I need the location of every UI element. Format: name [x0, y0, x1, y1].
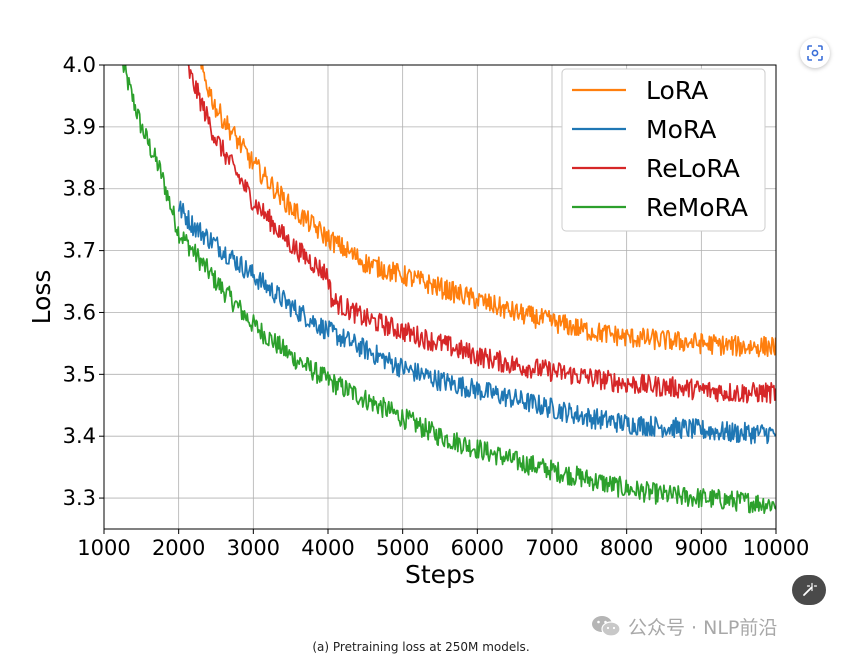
x-tick-label: 5000 — [376, 536, 429, 560]
legend: LoRA MoRA ReLoRA ReMoRA — [561, 68, 766, 232]
y-tick-label: 4.0 — [63, 53, 96, 77]
y-tick-label: 3.5 — [63, 362, 96, 386]
y-tick-label: 3.3 — [63, 486, 96, 510]
x-tick-label: 4000 — [301, 536, 354, 560]
plot-frame — [103, 64, 777, 530]
x-tick-label: 2000 — [152, 536, 205, 560]
series-line-remora — [122, 65, 776, 515]
tick-layer: 1000 2000 3000 4000 5000 6000 7000 8000 9000 1000… — [63, 53, 810, 560]
legend-label-lora: LoRA — [646, 76, 708, 105]
x-axis-label: Steps — [405, 560, 475, 589]
x-tick-label: 3000 — [227, 536, 280, 560]
series-line-lora — [200, 65, 776, 358]
y-tick-label: 3.9 — [63, 115, 96, 139]
magic-wand-icon — [803, 582, 817, 596]
x-tick-label: 6000 — [451, 536, 504, 560]
wechat-icon — [592, 616, 621, 637]
x-tick-label: 7000 — [525, 536, 578, 560]
watermark: 公众号 · NLP前沿 — [590, 612, 777, 640]
magic-edit-button[interactable] — [792, 575, 826, 605]
legend-label-relora: ReLoRA — [646, 154, 740, 183]
y-tick-label: 3.4 — [63, 424, 96, 448]
scan-icon — [807, 45, 823, 61]
series-line-mora — [177, 200, 776, 445]
figure-caption: (a) Pretraining loss at 250M models. — [312, 640, 530, 654]
x-tick-label: 1000 — [77, 536, 130, 560]
legend-label-mora: MoRA — [646, 115, 716, 144]
legend-box — [561, 68, 766, 232]
x-tick-label: 8000 — [600, 536, 653, 560]
x-tick-label: 9000 — [675, 536, 728, 560]
y-tick-label: 3.7 — [63, 239, 96, 263]
series-layer — [122, 65, 776, 515]
line-chart: 1000 2000 3000 4000 5000 6000 7000 8000 9000 1000… — [27, 53, 810, 589]
watermark-text: 公众号 · NLP前沿 — [628, 616, 778, 639]
y-axis-label: Loss — [27, 270, 56, 325]
y-tick-label: 3.8 — [63, 177, 96, 201]
y-tick-label: 3.6 — [63, 300, 96, 324]
series-line-relora — [187, 65, 776, 404]
legend-label-remora: ReMoRA — [646, 193, 748, 222]
x-tick-label: 10000 — [743, 536, 810, 560]
scan-image-button[interactable] — [800, 38, 830, 68]
